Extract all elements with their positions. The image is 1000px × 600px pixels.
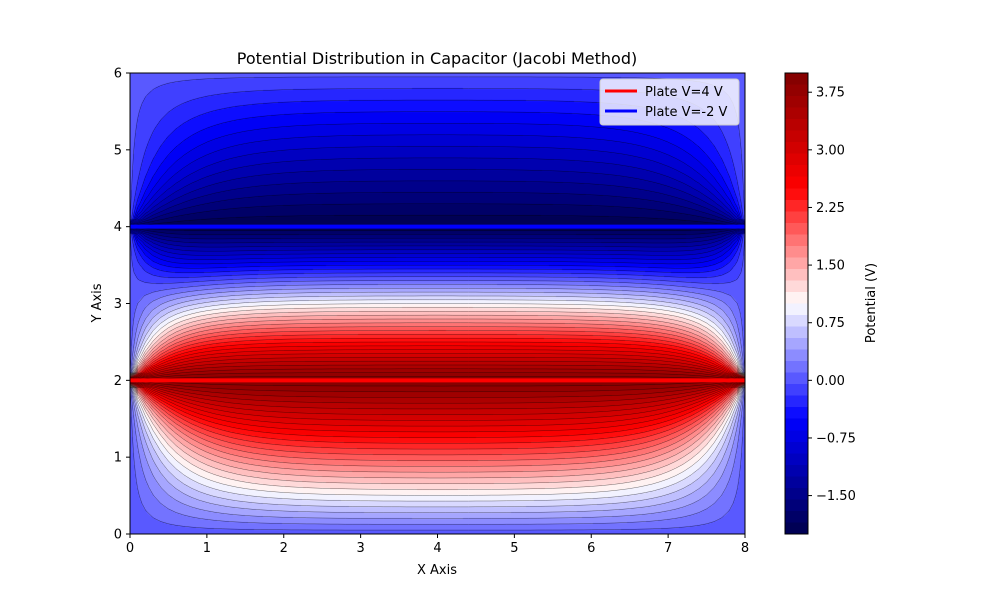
contour-line	[130, 295, 745, 508]
legend-label-positive-plate: Plate V=4 V	[645, 85, 723, 100]
contour-line	[130, 111, 745, 269]
contour-line	[130, 326, 745, 461]
x-axis-tick-label: 6	[587, 541, 595, 556]
plot-area	[129, 72, 746, 535]
x-axis-tick-label: 7	[664, 541, 672, 556]
x-axis-tick-label: 4	[433, 541, 441, 556]
contour-line	[130, 337, 745, 444]
x-axis-tick-label: 1	[203, 541, 211, 556]
contour-line	[130, 318, 745, 473]
colorbar-tick-label: 0.75	[816, 316, 845, 331]
contour-line	[130, 299, 745, 502]
colorbar-tick-label: −1.50	[816, 489, 856, 504]
chart-title: Potential Distribution in Capacitor (Jac…	[237, 49, 637, 68]
contour-line	[130, 368, 745, 398]
colorbar-ticks: −1.50 −0.75 0.00 0.75 1.50 2.25 3.00 3.75	[808, 86, 856, 504]
colorbar-label: Potential (V)	[864, 263, 879, 343]
y-axis-label: Y Axis	[90, 283, 105, 323]
y-axis-tick-label: 6	[114, 67, 122, 82]
x-axis-tick-label: 5	[510, 541, 518, 556]
colorbar-tick-label: 1.50	[816, 259, 845, 274]
contour-line	[130, 360, 745, 410]
contour-line	[130, 314, 745, 479]
contour-line	[130, 330, 745, 456]
contour-line	[130, 372, 745, 393]
contour-line	[130, 280, 745, 531]
colorbar-tick-label: 3.00	[816, 143, 845, 158]
contour-line	[130, 334, 745, 450]
legend: Plate V=4 V Plate V=-2 V	[599, 78, 740, 126]
y-axis: 0 1 2 3 4 5 6	[114, 67, 130, 543]
contour-line	[130, 307, 745, 490]
contour-line	[130, 284, 745, 525]
legend-label-negative-plate: Plate V=-2 V	[645, 105, 728, 120]
contour-line	[130, 203, 745, 236]
contour-line	[130, 157, 745, 252]
contour-line	[130, 311, 745, 484]
y-axis-tick-label: 2	[114, 374, 122, 389]
contour-line	[130, 99, 745, 274]
contour-line	[130, 192, 745, 240]
contour-line	[130, 303, 745, 496]
contour-line	[130, 345, 745, 433]
y-axis-tick-label: 3	[114, 297, 122, 312]
y-axis-tick-label: 5	[114, 143, 122, 158]
colorbar-tick-label: 0.00	[816, 374, 845, 389]
x-axis-tick-label: 3	[356, 541, 364, 556]
contour-line	[130, 349, 745, 427]
colorbar: −1.50 −0.75 0.00 0.75 1.50 2.25 3.00 3.75 Poten…	[784, 72, 879, 535]
contour-line	[130, 341, 745, 438]
contour-line	[130, 123, 745, 265]
colorbar-tick-label: −0.75	[816, 431, 856, 446]
y-axis-tick-label: 1	[114, 451, 122, 466]
contour-line	[130, 134, 745, 260]
x-axis-label: X Axis	[417, 563, 457, 578]
contour-line	[130, 353, 745, 421]
x-axis: 0 1 2 3 4 5 6 7 8	[126, 534, 749, 556]
contour-line	[130, 88, 745, 279]
colorbar-tick-label: 3.75	[816, 86, 845, 101]
y-axis-tick-label: 4	[114, 220, 122, 235]
plate-lines	[130, 224, 745, 383]
contour-line	[130, 146, 745, 256]
x-axis-tick-label: 0	[126, 541, 134, 556]
contour-lines	[130, 76, 745, 531]
colorbar-bar	[784, 72, 809, 535]
contour-line	[130, 169, 745, 248]
contour-line	[130, 357, 745, 415]
x-axis-tick-label: 2	[280, 541, 288, 556]
contour-line	[130, 322, 745, 467]
colorbar-tick-label: 2.25	[816, 201, 845, 216]
contour-line	[130, 291, 745, 513]
contour-line	[130, 288, 745, 519]
x-axis-tick-label: 8	[741, 541, 749, 556]
contour-line	[130, 180, 745, 244]
contour-line	[130, 364, 745, 404]
y-axis-tick-label: 0	[114, 528, 122, 543]
